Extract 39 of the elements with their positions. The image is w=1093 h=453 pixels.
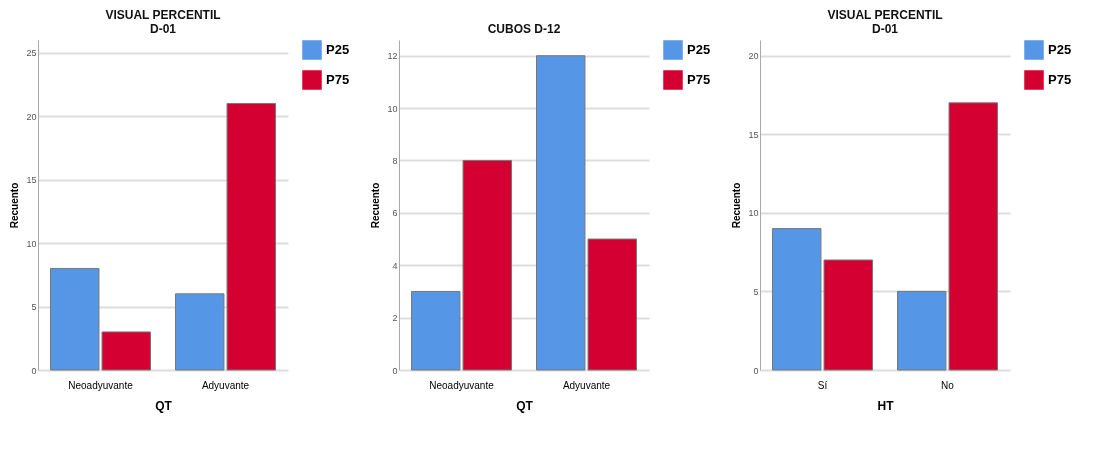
y-tick-label: 6 bbox=[392, 208, 398, 219]
y-tick-label: 0 bbox=[753, 365, 759, 376]
x-tick-label: Adyuvante bbox=[201, 379, 250, 391]
y-tick-label: 20 bbox=[26, 111, 37, 122]
x-axis-title: QT bbox=[516, 398, 534, 413]
y-tick-label: 25 bbox=[26, 48, 37, 59]
legend-label: P25 bbox=[326, 42, 350, 57]
legend-label: P75 bbox=[1048, 72, 1072, 87]
y-tick-label: 10 bbox=[748, 208, 759, 219]
x-tick-label: Adyuvante bbox=[562, 379, 611, 391]
x-axis-title: QT bbox=[155, 398, 173, 413]
y-tick-label: 8 bbox=[392, 155, 398, 166]
chart-title: VISUAL PERCENTIL D-01 bbox=[827, 8, 943, 36]
y-tick-label: 5 bbox=[753, 286, 759, 297]
legend-label: P75 bbox=[326, 72, 350, 87]
chart-title: VISUAL PERCENTIL D-01 bbox=[105, 8, 221, 36]
x-tick-label: Sí bbox=[817, 379, 828, 391]
y-tick-label: 15 bbox=[748, 129, 759, 140]
y-tick-label: 0 bbox=[31, 365, 37, 376]
y-axis-title: Recuento bbox=[9, 182, 21, 229]
y-tick-label: 15 bbox=[26, 175, 37, 186]
chart-title: CUBOS D-12 bbox=[487, 22, 561, 36]
legend-label: P25 bbox=[687, 42, 711, 57]
y-tick-label: 10 bbox=[26, 238, 37, 249]
y-tick-label: 20 bbox=[748, 51, 759, 62]
x-tick-label: Neoadyuvante bbox=[68, 379, 134, 391]
y-tick-label: 0 bbox=[392, 365, 398, 376]
legend-label: P75 bbox=[687, 72, 711, 87]
y-tick-label: 12 bbox=[387, 51, 398, 62]
y-tick-label: 5 bbox=[31, 302, 37, 313]
y-axis-title: Recuento bbox=[731, 182, 743, 229]
y-axis-title: Recuento bbox=[370, 182, 382, 229]
x-axis-title: HT bbox=[877, 398, 895, 413]
y-tick-label: 2 bbox=[392, 313, 398, 324]
y-tick-label: 10 bbox=[387, 103, 398, 114]
y-tick-label: 4 bbox=[392, 260, 398, 271]
legend-label: P25 bbox=[1048, 42, 1072, 57]
x-tick-label: No bbox=[941, 379, 955, 391]
x-tick-label: Neoadyuvante bbox=[429, 379, 495, 391]
